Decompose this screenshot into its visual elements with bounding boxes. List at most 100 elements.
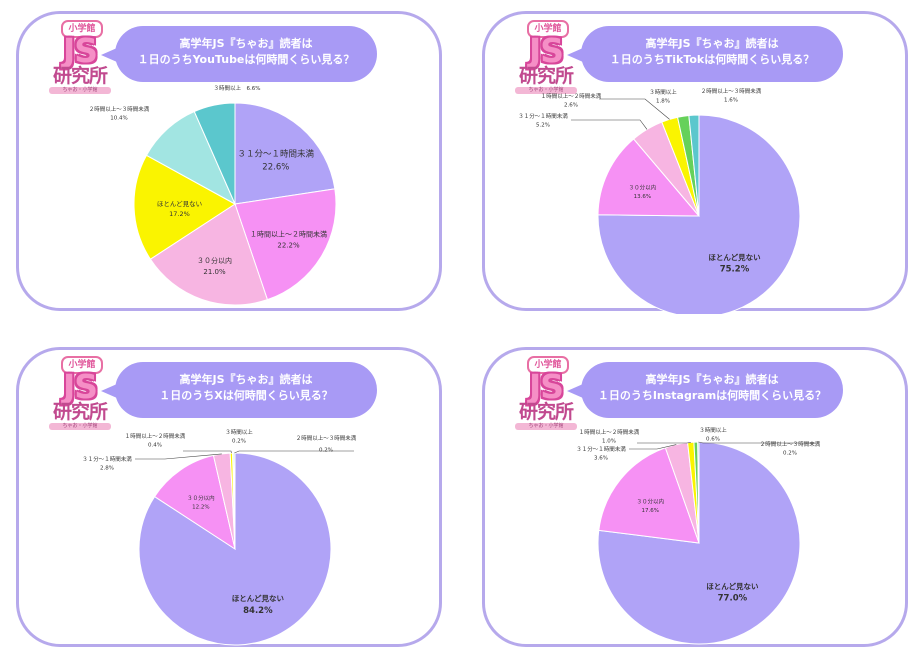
slice-value-label: 0.2% — [783, 451, 797, 457]
pie-labels: ほとんど見ない 84.2% ３０分以内 12.2% ３１分～１時間未満 2.8% １時間以上… — [82, 428, 357, 616]
js-lab-logo: 小学館 JS 研究所 ちゃお・小学館 — [45, 20, 115, 98]
chart-title-line2: １日のうちYouTubeは何時間くらい見る？ — [137, 53, 355, 66]
slice-label: ほとんど見ない — [706, 581, 759, 591]
slice-label: １時間以上～２時間未満 — [579, 428, 640, 436]
slice-value-label: 10.4% — [110, 116, 127, 122]
slice-label: １時間以上～２時間未満 — [250, 230, 327, 239]
leader-line — [629, 444, 677, 450]
slice-label: １時間以上～２時間未満 — [541, 92, 602, 100]
slice-value-label: 17.2% — [169, 210, 190, 218]
chart-panel-youtube: 小学館 JS 研究所 ちゃお・小学館 高学年JS『ちゃお』読者は １日のうちYo… — [16, 11, 442, 311]
logo-footer-text: ちゃお・小学館 — [49, 423, 111, 430]
slice-label: ３１分～１時間未満 — [518, 112, 568, 120]
logo-footer-text: ちゃお・小学館 — [515, 87, 577, 94]
slice-label: １時間以上～２時間未満 — [125, 432, 186, 440]
pie-labels: ほとんど見ない 77.0% ３０分以内 17.6% ３１分～１時間未満 3.6% １時間以上… — [576, 426, 821, 604]
pie-slices — [138, 452, 332, 646]
slice-label: ３時間以上 6.6% — [214, 84, 261, 92]
chart-title-bubble: 高学年JS『ちゃお』読者は １日のうちXは何時間くらい見る？ — [101, 362, 377, 418]
pie-slice — [234, 188, 337, 301]
pie-slice — [193, 102, 236, 205]
slice-value-label: 75.2% — [720, 265, 750, 275]
slice-label: ２時間以上～３時間未満 — [760, 440, 821, 448]
slice-label: ほとんど見ない — [157, 200, 202, 208]
slice-value-label: 0.6% — [706, 437, 720, 443]
pie-slice — [149, 203, 269, 306]
logo-main-text: JS — [528, 367, 564, 406]
slice-label: ３１分～１時間未満 — [238, 149, 315, 160]
slice-value-label: 5.2% — [536, 123, 550, 129]
pie-slice — [138, 452, 332, 646]
js-lab-logo: 小学館 JS 研究所 ちゃお・小学館 — [511, 20, 581, 98]
leader-line — [599, 98, 670, 120]
slice-value-label: 0.2% — [232, 439, 246, 445]
slice-value-label: 77.0% — [718, 594, 748, 604]
logo-footer-text: ちゃお・小学館 — [515, 423, 577, 430]
pie-chart-instagram: ほとんど見ない 77.0% ３０分以内 17.6% ３１分～１時間未満 3.6% １時間以上… — [576, 426, 821, 645]
slice-value-label: 1.0% — [602, 439, 616, 445]
chart-title-line2: １日のうちTikTokは何時間くらい見る？ — [609, 53, 815, 66]
slice-label: ３０分以内 — [636, 498, 664, 506]
slice-label: ３０分以内 — [629, 183, 657, 191]
pie-slice — [153, 454, 236, 551]
slice-value-label: 1.6% — [724, 98, 738, 104]
slice-label: ３１分～１時間未満 — [576, 445, 626, 453]
slice-value-label: 3.6% — [594, 456, 608, 462]
pie-chart-tiktok: ほとんど見ない 75.2% ３０分以内 13.6% ３１分～１時間未満 5.2% １時間以上… — [518, 87, 801, 314]
leader-line — [135, 453, 222, 460]
pie-slice — [133, 154, 236, 260]
leader-line — [571, 119, 648, 130]
pie-slice — [234, 102, 336, 205]
slice-value-label: 2.6% — [564, 103, 578, 109]
slice-value-label: 22.2% — [277, 241, 300, 249]
pie-labels: ３１分～１時間未満 22.6% １時間以上～２時間未満 22.2% ３０分以内 21.0%… — [89, 84, 327, 276]
chart-title-bubble: 高学年JS『ちゃお』読者は １日のうちInstagramは何時間くらい見る？ — [567, 362, 843, 418]
chart-title-line1: 高学年JS『ちゃお』読者は — [179, 373, 313, 386]
logo-sub-text: 研究所 — [518, 65, 574, 87]
logo-top-text: 小学館 — [527, 20, 569, 38]
slice-label: ３０分以内 — [197, 256, 232, 265]
chart-title-bubble: 高学年JS『ちゃお』読者は １日のうちTikTokは何時間くらい見る？ — [567, 26, 843, 82]
slice-value-label: 12.2% — [192, 505, 209, 511]
logo-top-text: 小学館 — [61, 356, 103, 374]
chart-title-line2: １日のうちXは何時間くらい見る？ — [159, 389, 333, 402]
chart-title-line1: 高学年JS『ちゃお』読者は — [645, 373, 779, 386]
pie-slice — [597, 138, 701, 217]
pie-slices — [133, 102, 337, 306]
slice-label: ３０分以内 — [187, 494, 215, 502]
chart-title-line1: 高学年JS『ちゃお』読者は — [179, 37, 313, 50]
slice-label: ２時間以上～３時間未満 — [701, 87, 762, 95]
chart-title-bubble: 高学年JS『ちゃお』読者は １日のうちYouTubeは何時間くらい見る？ — [101, 26, 377, 82]
pie-chart-youtube: ３１分～１時間未満 22.6% １時間以上～２時間未満 22.2% ３０分以内 21.0%… — [89, 84, 337, 306]
pie-slices — [597, 441, 801, 645]
logo-top-text: 小学館 — [527, 356, 569, 374]
chart-panel-instagram: 小学館 JS 研究所 ちゃお・小学館 高学年JS『ちゃお』読者は １日のうちIn… — [482, 347, 908, 647]
slice-value-label: 17.6% — [642, 508, 659, 514]
slice-value-label: 13.6% — [634, 194, 651, 200]
logo-top-text: 小学館 — [61, 20, 103, 38]
slice-value-label: 2.8% — [100, 466, 114, 472]
slice-label: ３時間以上 — [699, 426, 727, 434]
logo-sub-text: 研究所 — [52, 401, 108, 423]
js-lab-logo: 小学館 JS 研究所 ちゃお・小学館 — [45, 356, 115, 434]
chart-panel-x: 小学館 JS 研究所 ちゃお・小学館 高学年JS『ちゃお』読者は １日のうちXは… — [16, 347, 442, 647]
slice-value-label: 84.2% — [243, 606, 273, 616]
leader-line — [234, 450, 354, 454]
chart-panel-tiktok: 小学館 JS 研究所 ちゃお・小学館 高学年JS『ちゃお』読者は １日のうちTi… — [482, 11, 908, 314]
pie-slices — [597, 114, 801, 314]
leader-line — [637, 442, 691, 444]
pie-chart-x: ほとんど見ない 84.2% ３０分以内 12.2% ３１分～１時間未満 2.8% １時間以上… — [82, 428, 357, 646]
logo-sub-text: 研究所 — [52, 65, 108, 87]
chart-title-line2: １日のうちInstagramは何時間くらい見る？ — [597, 389, 827, 402]
leader-line — [183, 450, 232, 454]
chart-title-line1: 高学年JS『ちゃお』読者は — [645, 37, 779, 50]
slice-value-label: 0.4% — [148, 443, 162, 449]
slice-label: ほとんど見ない — [708, 252, 761, 262]
logo-main-text: JS — [528, 31, 564, 70]
slice-value-label: 0.2% — [319, 448, 333, 454]
slice-label: ３時間以上 — [225, 428, 253, 436]
pie-labels: ほとんど見ない 75.2% ３０分以内 13.6% ３１分～１時間未満 5.2% １時間以上… — [518, 87, 762, 275]
logo-sub-text: 研究所 — [518, 401, 574, 423]
pie-slice — [598, 447, 700, 544]
js-lab-logo: 小学館 JS 研究所 ちゃお・小学館 — [511, 356, 581, 434]
